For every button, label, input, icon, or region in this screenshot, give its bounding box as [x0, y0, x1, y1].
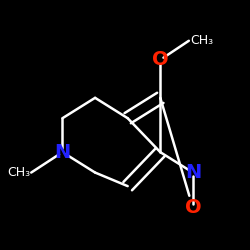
- Text: N: N: [185, 163, 201, 182]
- Text: O: O: [152, 50, 168, 69]
- Text: O: O: [184, 198, 201, 217]
- Text: N: N: [54, 143, 70, 162]
- Text: CH₃: CH₃: [190, 34, 213, 47]
- Text: CH₃: CH₃: [7, 166, 30, 179]
